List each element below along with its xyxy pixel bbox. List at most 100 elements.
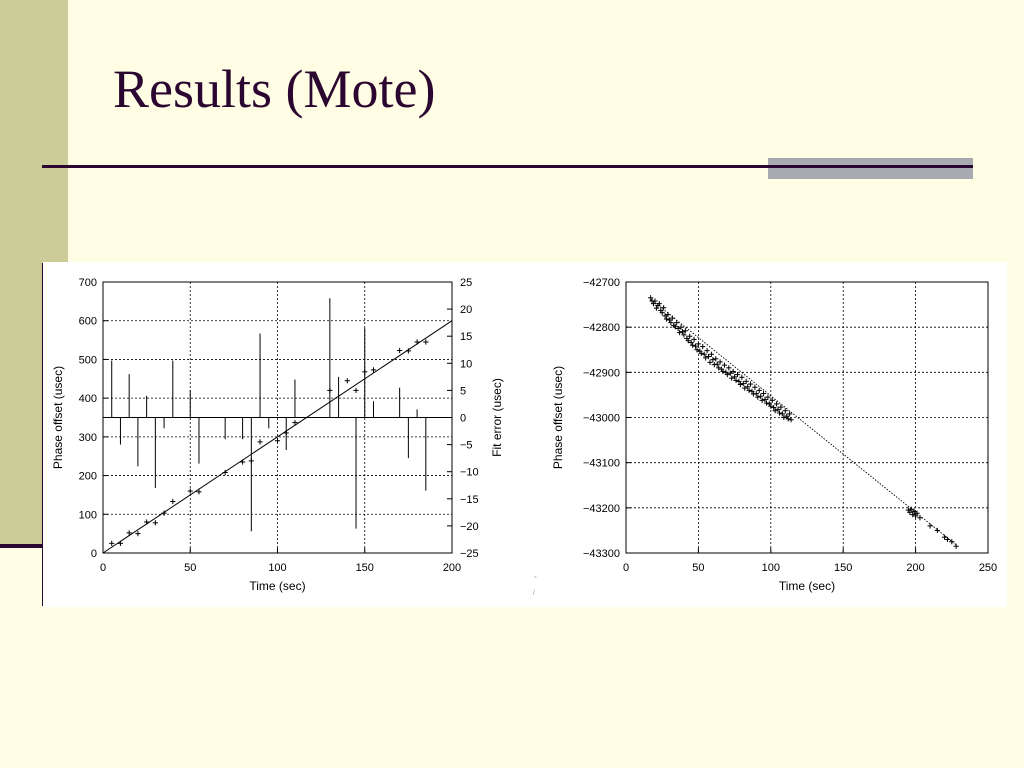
side-accent-rule	[0, 544, 68, 548]
chart-right-data-point	[763, 400, 770, 406]
chart-right-data-point	[769, 397, 775, 403]
chart-right-y-tick-label: −43200	[583, 503, 620, 515]
chart-right-data-point	[752, 384, 758, 390]
stray-mark-circle: °	[534, 576, 537, 583]
chart-right-data-point	[690, 342, 696, 348]
chart-right-data-point	[705, 353, 712, 360]
chart-left-y2-axis-label: Fit error (usec)	[490, 378, 504, 457]
chart-left-y2-tick-label: 25	[460, 277, 472, 289]
chart-left-data-point	[292, 419, 298, 426]
chart-left-x-tick-label: 0	[100, 562, 106, 574]
chart-left-fit-layer	[102, 320, 453, 554]
chart-right-data-point	[739, 374, 745, 380]
chart-left-y2-tick-label: −20	[460, 521, 479, 533]
chart-right-data-point	[698, 350, 704, 356]
chart-right-data-point	[692, 343, 699, 349]
chart-left-y2-tick-label: −5	[460, 440, 473, 452]
chart-right-data-point	[669, 315, 675, 321]
chart-right-data-point	[908, 506, 914, 512]
chart-right-data-point	[788, 417, 794, 423]
chart-left-data-point	[161, 510, 167, 516]
chart-right-x-tick-label: 100	[762, 562, 780, 574]
chart-left-x-tick-label: 150	[356, 562, 374, 574]
chart-right-data-point	[732, 374, 738, 380]
chart-right-y-tick-label: −42900	[583, 367, 620, 379]
chart-right-data-point	[675, 325, 681, 332]
chart-right-data-point	[710, 357, 716, 363]
chart-right-y-tick-label: −43300	[583, 548, 620, 560]
chart-right-data-point	[747, 381, 754, 387]
chart-left-data-point	[327, 387, 333, 393]
chart-left-y-tick-label: 400	[79, 393, 97, 405]
chart-right-data-point	[911, 508, 917, 515]
chart-right-data-point	[726, 365, 732, 371]
chart-right-data-point	[688, 339, 694, 346]
chart-left-data-point	[117, 540, 124, 546]
chart-right-data-point	[745, 384, 751, 390]
chart-right-data-point	[707, 359, 713, 365]
chart-right-data-point	[666, 317, 673, 323]
chart-left-data-point	[196, 489, 202, 495]
chart-right-y-tick-label: −43000	[583, 413, 620, 425]
chart-right-data-point	[941, 534, 948, 540]
chart-right-data-point	[733, 377, 739, 384]
chart-right-data-point	[724, 371, 730, 378]
stray-mark-slash: /	[533, 590, 535, 597]
chart-right-data-point	[672, 324, 678, 330]
chart-right-data-point	[653, 305, 660, 311]
chart-left-y-axis-label: Phase offset (usec)	[51, 366, 65, 469]
chart-right-y-tick-label: −42700	[583, 277, 620, 289]
chart-right-x-axis-label: Time (sec)	[779, 579, 835, 593]
chart-right-data-point	[742, 385, 748, 391]
chart-left-error-impulses	[103, 298, 452, 532]
chart-right-data-point	[787, 411, 793, 417]
chart-right-ticks: 0 50 100 150 200 250 −43300 −43200 −43100 −43000 −…	[583, 277, 997, 574]
chart-right-data-point	[695, 341, 701, 347]
chart-left-data-point	[109, 540, 115, 546]
chart-left-points	[109, 339, 429, 546]
chart-left-data-point	[170, 498, 176, 505]
chart-right-data-point	[708, 351, 715, 357]
chart-left-data-point	[274, 438, 281, 444]
chart-right-x-tick-label: 200	[906, 562, 924, 574]
chart-right-data-point	[703, 355, 709, 361]
chart-left-data-point	[240, 459, 246, 465]
chart-left-y-tick-label: 700	[79, 277, 97, 289]
chart-left-data-point	[126, 530, 132, 536]
chart-left-data-point	[257, 439, 263, 445]
chart-right-data-point	[652, 298, 658, 304]
chart-left-data-point	[353, 387, 359, 393]
chart-right-data-point	[678, 324, 684, 330]
chart-left-x-tick-label: 200	[443, 562, 461, 574]
chart-left-data-point	[397, 347, 403, 354]
chart-left-data-point	[405, 348, 411, 354]
title-rule-accent-line	[768, 165, 973, 168]
chart-right-data-point	[681, 332, 687, 338]
chart-left-data-point	[414, 339, 420, 345]
chart-right-data-point	[759, 397, 765, 403]
chart-left-data-point	[152, 520, 158, 526]
chart-right-data-point	[685, 338, 691, 344]
chart-right-data-point	[755, 394, 761, 400]
chart-left-data-point	[222, 469, 228, 476]
chart-left-y2-tick-label: 5	[460, 385, 466, 397]
chart-right-data-point	[779, 411, 785, 417]
chart-right-data-point	[717, 359, 723, 365]
chart-right-data-point	[734, 371, 741, 378]
chart-right-points	[648, 295, 959, 549]
chart-left-fit-line	[102, 320, 453, 554]
chart-right-x-tick-label: 0	[623, 562, 629, 574]
chart-right-data-point	[701, 351, 707, 357]
chart-left-x-tick-label: 50	[184, 562, 196, 574]
chart-left-y2-tick-label: −15	[460, 494, 479, 506]
chart-right-data-point	[949, 539, 955, 545]
chart-right-y-axis-label: Phase offset (usec)	[551, 366, 565, 469]
chart-left-data-point	[344, 378, 350, 384]
chart-right-y-tick-label: −43100	[583, 458, 620, 470]
chart-right-data-point	[760, 390, 767, 397]
chart-right-data-point	[765, 394, 771, 400]
chart-right-data-point	[772, 408, 778, 414]
chart-right-data-point	[773, 401, 780, 407]
chart-right-fit-layer	[650, 298, 957, 546]
